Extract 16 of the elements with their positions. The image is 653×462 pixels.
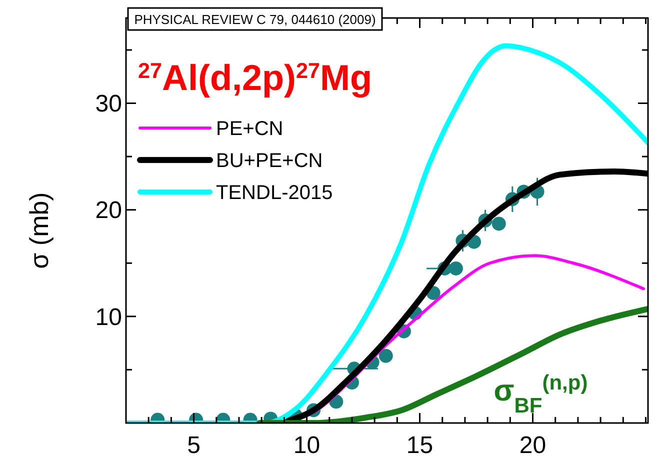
y-tick-label: 10 [95,304,122,331]
annotation: PHYSICAL REVIEW C 79, 044610 (2009) [134,12,376,27]
legend-label: PE+CN [216,118,284,140]
point [448,261,463,276]
x-tick-label: 20 [519,432,546,459]
x-tick-label: 5 [187,432,200,459]
point [492,216,506,231]
point [378,348,393,363]
legend-label: BU+PE+CN [216,150,323,172]
y-tick-label: 30 [95,90,122,118]
text: $^{27}$Al(d,2p)$^{27}$Mg [138,57,372,98]
legend-label: TENDL-2015 [216,182,333,204]
y-axis-title: σ (mb) [24,192,54,269]
y-tick-label: 20 [95,197,122,224]
x-tick-label: 15 [406,432,434,459]
x-tick-label: 10 [293,432,320,459]
